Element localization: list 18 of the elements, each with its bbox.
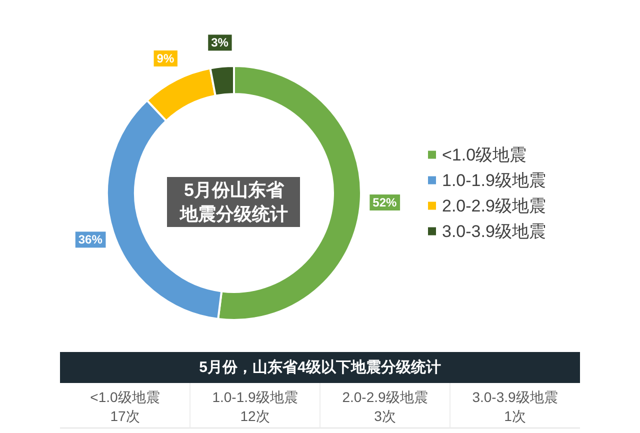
text: 1次 (504, 408, 526, 424)
category-label: 3.0-3.9级地震 (472, 389, 558, 405)
category-label: 2.0-2.9级地震 (342, 389, 428, 405)
legend-label: 2.0-2.9级地震 (442, 196, 546, 216)
category-label: <1.0级地震 (90, 389, 160, 405)
text: 5月份，山东省4级以下地震分级统计 (199, 358, 441, 376)
data-label: 36% (78, 232, 103, 247)
text: 12次 (240, 408, 270, 424)
data-label: 52% (372, 195, 398, 210)
legend-label: <1.0级地震 (442, 145, 527, 164)
text: 17次 (110, 408, 140, 424)
data-label: 3% (211, 36, 229, 50)
text: 3次 (374, 408, 396, 424)
legend-label: 3.0-3.9级地震 (442, 222, 546, 241)
data-label: 9% (156, 51, 174, 66)
category-label: 1.0-1.9级地震 (212, 389, 298, 405)
legend-label: 1.0-1.9级地震 (442, 170, 546, 190)
text: 5月份山东省地震分级统计 (179, 180, 288, 224)
